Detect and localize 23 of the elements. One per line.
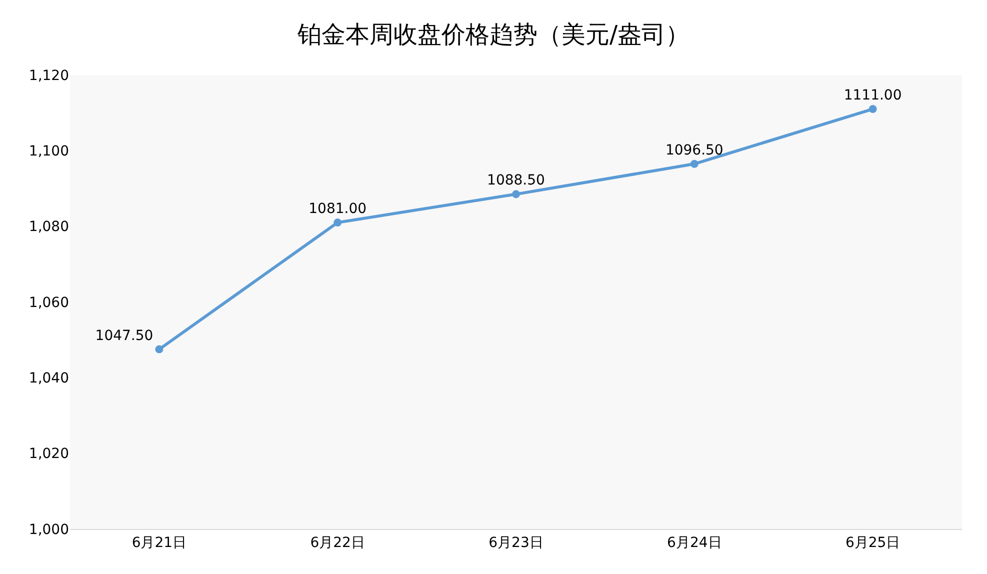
data-label: 1111.00 <box>844 88 902 104</box>
data-label: 1088.50 <box>487 172 545 189</box>
y-tick-label: 1,040 <box>28 370 69 387</box>
y-tick-label: 1,000 <box>28 522 69 538</box>
point <box>868 105 877 114</box>
point <box>690 160 698 168</box>
x-tick-label: 6月25日 <box>845 534 900 551</box>
point <box>512 190 520 198</box>
x-tick-label: 6月22日 <box>310 534 365 551</box>
data-label: 1096.50 <box>665 142 724 158</box>
x-tick-label: 6月23日 <box>488 534 544 551</box>
y-tick-label: 1,120 <box>28 68 69 84</box>
x-tick-label: 6月24日 <box>667 534 722 551</box>
point <box>334 218 342 227</box>
chart-title: 铂金本周收盘价格趋势（美元/盎司） <box>296 20 690 49</box>
data-label: 1081.00 <box>308 201 367 218</box>
data-label: 1047.50 <box>95 328 154 344</box>
x-tick-label: 6月21日 <box>132 534 187 551</box>
y-tick-label: 1,020 <box>28 446 69 462</box>
point <box>155 345 164 354</box>
y-tick-label: 1,060 <box>28 294 69 311</box>
y-tick-label: 1,100 <box>28 144 69 160</box>
y-tick-label: 1,080 <box>28 219 69 236</box>
